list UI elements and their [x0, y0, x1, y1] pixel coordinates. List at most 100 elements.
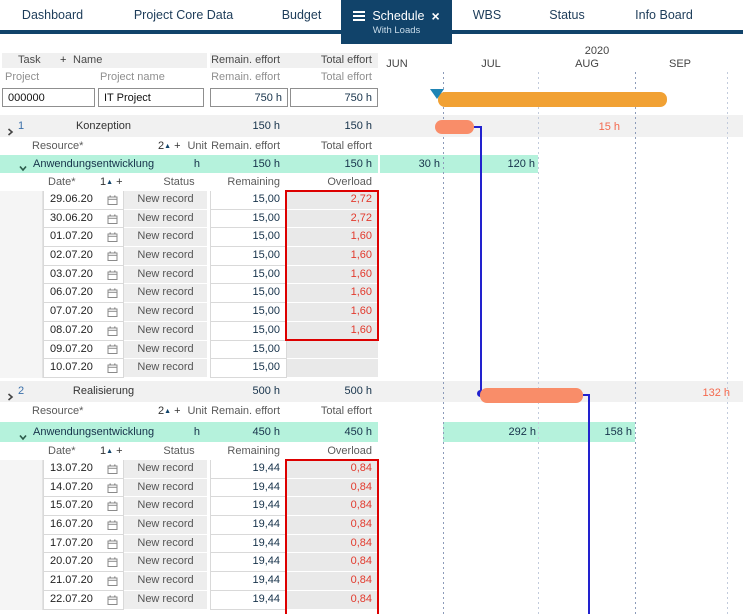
date-cell[interactable]: 06.07.20 [43, 284, 124, 304]
tab-status[interactable]: Status [549, 8, 585, 22]
col-header-remain[interactable]: Remain. effort [211, 54, 280, 66]
tab-info-board[interactable]: Info Board [635, 8, 693, 22]
status-cell: New record [124, 460, 207, 479]
status-cell: New record [124, 478, 207, 498]
date-cell[interactable]: 17.07.20 [43, 534, 124, 554]
remaining-load-cell[interactable]: 15,00 [210, 247, 287, 266]
row-gutter [0, 209, 43, 229]
gantt-bar-project[interactable] [438, 92, 667, 107]
sort-control[interactable]: 1▲ + [100, 176, 123, 188]
chevron-right-icon[interactable] [6, 388, 14, 401]
table-row: 10.07.20 New record 15,00 [0, 359, 378, 378]
add-column-button[interactable]: + [60, 54, 67, 66]
sort-control[interactable]: 2▲ + [158, 405, 181, 417]
remaining-load-cell[interactable]: 15,00 [210, 265, 287, 285]
tab-schedule[interactable]: Schedule × With Loads [341, 0, 452, 44]
col-header-name[interactable]: Name [73, 54, 103, 66]
resource-row[interactable]: Anwendungsentwicklung h 150 h 150 h [0, 155, 743, 173]
sort-control[interactable]: 1▲ + [100, 445, 123, 457]
date-cell[interactable]: 20.07.20 [43, 553, 124, 573]
col-header-task[interactable]: Task [18, 54, 41, 66]
row-gutter [0, 572, 43, 591]
date-cell[interactable]: 22.07.20 [43, 590, 124, 610]
date-cell[interactable]: 30.06.20 [43, 209, 124, 229]
resource-unit: h [193, 158, 200, 170]
col-header-total[interactable]: Total effort [320, 54, 372, 66]
chevron-right-icon[interactable] [6, 122, 14, 136]
remaining-load-cell[interactable]: 15,00 [210, 284, 287, 304]
remaining-load-cell[interactable]: 15,00 [210, 228, 287, 248]
project-remain-field[interactable] [210, 88, 288, 107]
tab-dashboard[interactable]: Dashboard [21, 8, 84, 22]
tab-wbs[interactable]: WBS [472, 8, 502, 22]
status-cell: New record [124, 191, 207, 210]
tab-budget[interactable]: Budget [281, 8, 322, 22]
task-row-konzeption[interactable]: 1 Konzeption 150 h 150 h [0, 115, 743, 137]
status-cell: New record [124, 284, 207, 304]
task-row-realisierung[interactable]: 2 Realisierung 500 h 500 h [0, 381, 743, 402]
table-row: 16.07.20 New record 19,44 0,84 [0, 516, 378, 535]
overload-cell: 0,84 [287, 534, 378, 554]
column-header-bg [2, 53, 207, 68]
date-cell[interactable]: 02.07.20 [43, 247, 124, 266]
overload-cell: 1,60 [287, 284, 378, 304]
date-cell[interactable]: 13.07.20 [43, 460, 124, 479]
date-cell[interactable]: 07.07.20 [43, 303, 124, 322]
resource-header-label: Resource* [32, 140, 84, 152]
remaining-load-cell[interactable]: 19,44 [210, 590, 287, 610]
unit-header: Unit [187, 405, 207, 417]
resource-name: Anwendungsentwicklung [33, 158, 155, 170]
sort-control[interactable]: 2▲ + [158, 140, 181, 152]
table-row: 08.07.20 New record 15,00 1,60 [0, 321, 378, 341]
remaining-load-cell[interactable]: 19,44 [210, 572, 287, 591]
remaining-load-cell[interactable]: 19,44 [210, 553, 287, 573]
date-cell[interactable]: 16.07.20 [43, 516, 124, 535]
remaining-load-cell[interactable]: 15,00 [210, 191, 287, 210]
remaining-load-cell[interactable]: 15,00 [210, 359, 287, 378]
gantt-bar-konzeption[interactable] [435, 120, 474, 134]
overload-cell: 0,84 [287, 553, 378, 573]
table-row: 02.07.20 New record 15,00 1,60 [0, 247, 378, 266]
date-cell[interactable]: 03.07.20 [43, 265, 124, 285]
project-name-field[interactable] [98, 88, 204, 107]
gantt-bar-realisierung[interactable] [480, 388, 583, 403]
close-icon[interactable]: × [431, 7, 440, 24]
tab-project-core-data[interactable]: Project Core Data [133, 8, 234, 22]
remaining-load-cell[interactable]: 15,00 [210, 209, 287, 229]
date-cell[interactable]: 01.07.20 [43, 228, 124, 248]
date-cell[interactable]: 08.07.20 [43, 321, 124, 341]
remaining-load-cell[interactable]: 15,00 [210, 321, 287, 341]
row-gutter [0, 284, 43, 304]
overload-cell: 0,84 [287, 497, 378, 517]
remaining-load-cell[interactable]: 19,44 [210, 497, 287, 517]
task-number: 2 [18, 385, 25, 397]
subcol-total: Total effort [320, 71, 372, 83]
table-row: 09.07.20 New record 15,00 [0, 340, 378, 360]
remaining-load-cell[interactable]: 19,44 [210, 516, 287, 535]
resource-name: Anwendungsentwicklung [33, 426, 155, 438]
chevron-down-icon[interactable] [19, 428, 27, 441]
status-cell: New record [124, 359, 207, 378]
remaining-load-cell[interactable]: 15,00 [210, 303, 287, 322]
date-cell[interactable]: 09.07.20 [43, 340, 124, 360]
remaining-load-cell[interactable]: 19,44 [210, 478, 287, 498]
unit-header: Unit [187, 140, 207, 152]
project-id-field[interactable] [2, 88, 95, 107]
date-cell[interactable]: 10.07.20 [43, 359, 124, 378]
row-gutter [0, 460, 43, 479]
date-cell[interactable]: 29.06.20 [43, 191, 124, 210]
overload-header: Overload [327, 445, 372, 457]
chevron-down-icon[interactable] [19, 160, 27, 172]
date-cell[interactable]: 21.07.20 [43, 572, 124, 591]
remaining-load-cell[interactable]: 19,44 [210, 460, 287, 479]
date-cell[interactable]: 14.07.20 [43, 478, 124, 498]
date-header-label: Date* [48, 445, 76, 457]
hamburger-icon[interactable] [353, 10, 366, 21]
row-gutter [0, 497, 43, 517]
remaining-load-cell[interactable]: 15,00 [210, 340, 287, 360]
date-cell[interactable]: 15.07.20 [43, 497, 124, 517]
remaining-load-cell[interactable]: 19,44 [210, 534, 287, 554]
project-total-field[interactable] [290, 88, 378, 107]
resource-row[interactable]: Anwendungsentwicklung h 450 h 450 h [0, 422, 743, 442]
